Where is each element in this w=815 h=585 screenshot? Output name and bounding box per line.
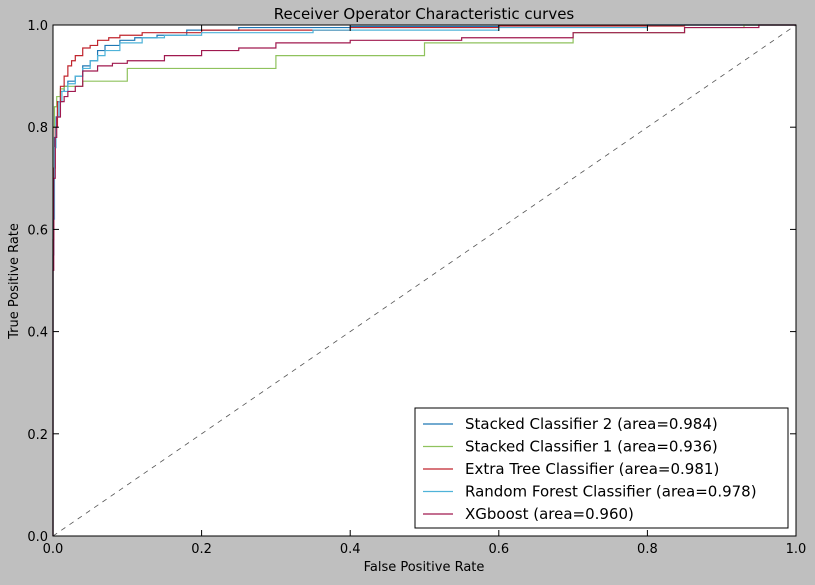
reference-diagonal-line — [52, 24, 797, 537]
legend-entry-2: Stacked Classifier 1 (area=0.936) — [465, 438, 718, 456]
x-tick-label: 0.2 — [191, 542, 212, 557]
x-tick-label: 0.0 — [43, 542, 64, 557]
y-tick-label: 1.0 — [27, 19, 48, 34]
legend-entry-1: Stacked Classifier 2 (area=0.984) — [465, 415, 718, 433]
curves-group — [52, 24, 797, 537]
legend: Stacked Classifier 2 (area=0.984) Stacked… — [414, 407, 789, 529]
legend-entry-5: XGboost (area=0.960) — [465, 505, 634, 523]
x-axis-label: False Positive Rate — [364, 560, 485, 575]
plot-frame — [52, 24, 797, 537]
y-tick-label: 0.6 — [27, 223, 48, 238]
series-line-3 — [52, 24, 796, 536]
legend-frame — [414, 407, 789, 529]
y-tick-label: 0.4 — [27, 326, 48, 341]
y-tick-label: 0.0 — [27, 530, 48, 545]
y-tick-label: 0.8 — [27, 121, 48, 136]
x-tick-label: 0.4 — [340, 542, 361, 557]
y-tick-label: 0.2 — [27, 428, 48, 443]
legend-entry-3: Extra Tree Classifier (area=0.981) — [465, 460, 719, 478]
chart-title: Receiver Operator Characteristic curves — [274, 5, 575, 23]
x-tick-label: 0.6 — [488, 542, 509, 557]
x-tick-label: 1.0 — [786, 542, 807, 557]
y-axis-label: True Positive Rate — [7, 223, 22, 340]
series-line-5 — [52, 24, 796, 536]
legend-entry-4: Random Forest Classifier (area=0.978) — [465, 483, 757, 501]
ticks-group: 0.0 0.2 0.4 0.6 0.8 1.0 0.0 0.2 0.4 0.6 0.8 1.0 — [27, 19, 806, 557]
x-tick-label: 0.8 — [637, 542, 658, 557]
